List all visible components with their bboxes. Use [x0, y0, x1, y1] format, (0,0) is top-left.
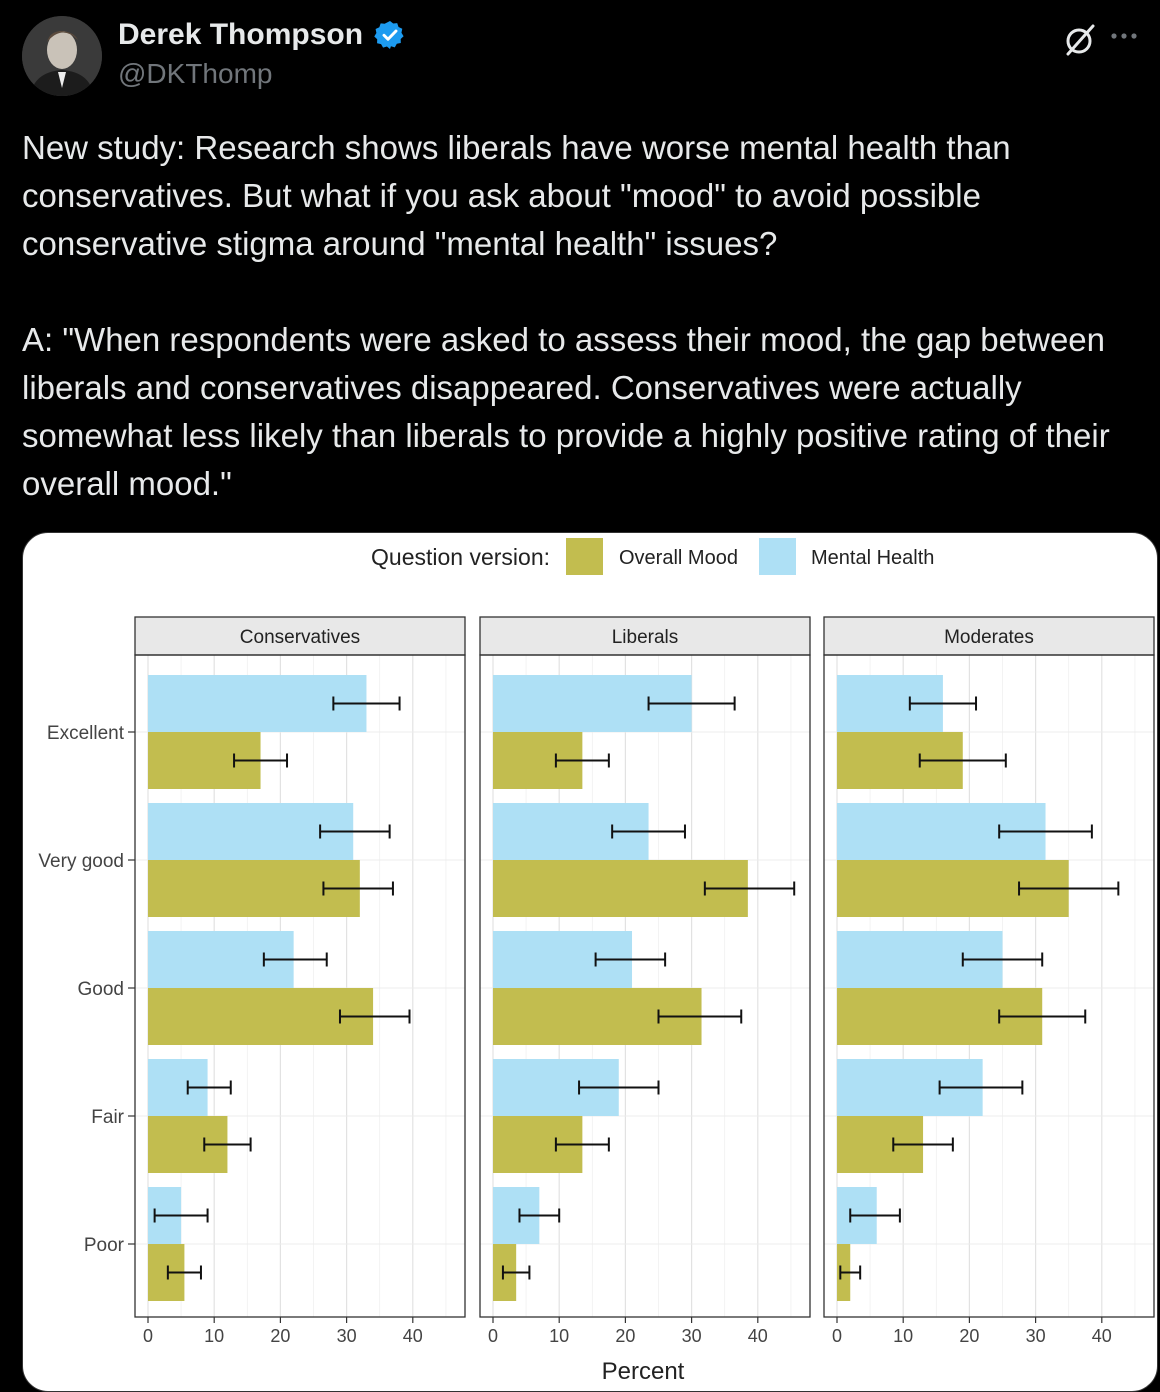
legend-label-mental-health: Mental Health — [811, 547, 934, 569]
panel-border — [134, 654, 466, 1318]
facet-strip — [134, 616, 466, 656]
verified-badge-icon — [373, 19, 406, 51]
y-tick-label-good: Good — [78, 979, 124, 1000]
x-tick-label: 0 — [488, 1326, 498, 1346]
bar-conservatives-overall-mood-good — [148, 988, 374, 1045]
y-tick-label-fair: Fair — [91, 1107, 124, 1128]
x-tick-label: 40 — [403, 1326, 423, 1346]
panel-border — [823, 654, 1155, 1318]
more-options-icon[interactable] — [1106, 18, 1142, 54]
y-tick-label-excellent: Excellent — [47, 723, 125, 744]
x-tick-label: 30 — [337, 1326, 357, 1346]
author-handle[interactable]: @DKThomp — [118, 58, 273, 89]
facet-strip — [479, 616, 811, 656]
facet-label-liberals: Liberals — [612, 627, 679, 648]
y-tick-label-very-good: Very good — [38, 851, 124, 872]
legend-title: Question version: — [371, 544, 550, 570]
tweet-text: New study: Research shows liberals have … — [22, 129, 1110, 502]
x-tick-label: 30 — [682, 1326, 702, 1346]
facet-label-conservatives: Conservatives — [240, 627, 360, 648]
x-tick-label: 20 — [959, 1326, 979, 1346]
bar-conservatives-mental-health-excellent — [148, 675, 367, 732]
x-axis-title: Percent — [602, 1358, 685, 1385]
author-display-name[interactable]: Derek Thompson — [118, 18, 364, 51]
x-tick-label: 0 — [143, 1326, 153, 1346]
legend-swatch-overall-mood — [566, 538, 603, 575]
x-tick-label: 20 — [270, 1326, 290, 1346]
x-tick-label: 40 — [748, 1326, 768, 1346]
tweet-header: Derek Thompson @DKThomp — [22, 16, 1142, 100]
x-tick-label: 0 — [832, 1326, 842, 1346]
x-tick-label: 10 — [204, 1326, 224, 1346]
x-tick-label: 40 — [1092, 1326, 1112, 1346]
x-tick-label: 20 — [615, 1326, 635, 1346]
facet-strip — [823, 616, 1155, 656]
legend-label-overall-mood: Overall Mood — [619, 547, 738, 569]
panel-border — [479, 654, 811, 1318]
chart: Question version: Overall Mood Mental He… — [38, 538, 1155, 1385]
x-tick-label: 30 — [1026, 1326, 1046, 1346]
facet-label-moderates: Moderates — [944, 627, 1034, 648]
grok-icon[interactable] — [1062, 22, 1098, 58]
x-tick-label: 10 — [893, 1326, 913, 1346]
avatar[interactable] — [22, 16, 102, 96]
bar-conservatives-mental-health-very-good — [148, 803, 354, 860]
x-tick-label: 10 — [549, 1326, 569, 1346]
y-tick-label-poor: Poor — [84, 1235, 125, 1256]
legend-swatch-mental-health — [759, 538, 796, 575]
tweet-media-chart[interactable]: Question version: Overall Mood Mental He… — [22, 532, 1158, 1392]
